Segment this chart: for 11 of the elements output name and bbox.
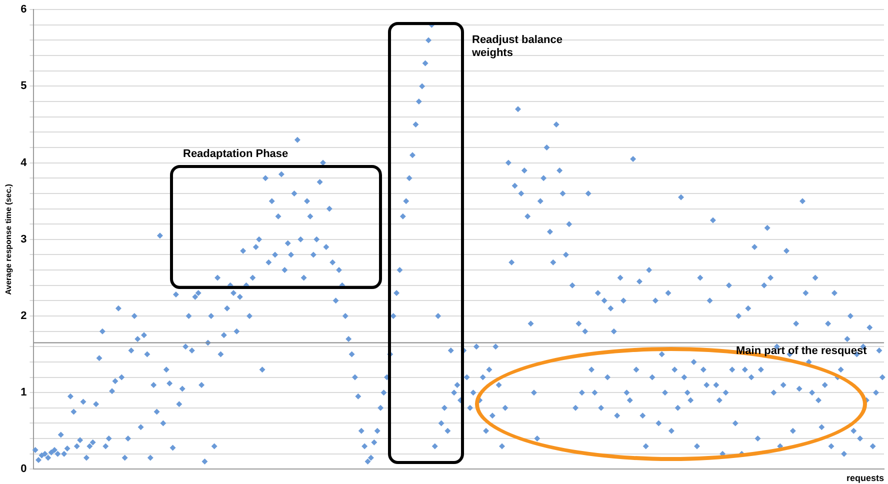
y-tick-label: 1 xyxy=(20,386,27,399)
annotation: Readaptation Phase xyxy=(183,148,290,161)
y-tick-label: 2 xyxy=(20,310,27,322)
y-tick-label: 6 xyxy=(20,4,27,16)
y-tick-label: 0 xyxy=(20,463,27,476)
y-tick-label: 4 xyxy=(20,156,28,169)
x-axis-title: requests xyxy=(846,473,884,484)
y-tick-label: 5 xyxy=(20,80,27,92)
y-axis-title: Average response time (sec.) xyxy=(4,184,14,295)
y-tick-label: 3 xyxy=(20,233,27,246)
annotation: Readjust balance weights xyxy=(472,34,564,60)
